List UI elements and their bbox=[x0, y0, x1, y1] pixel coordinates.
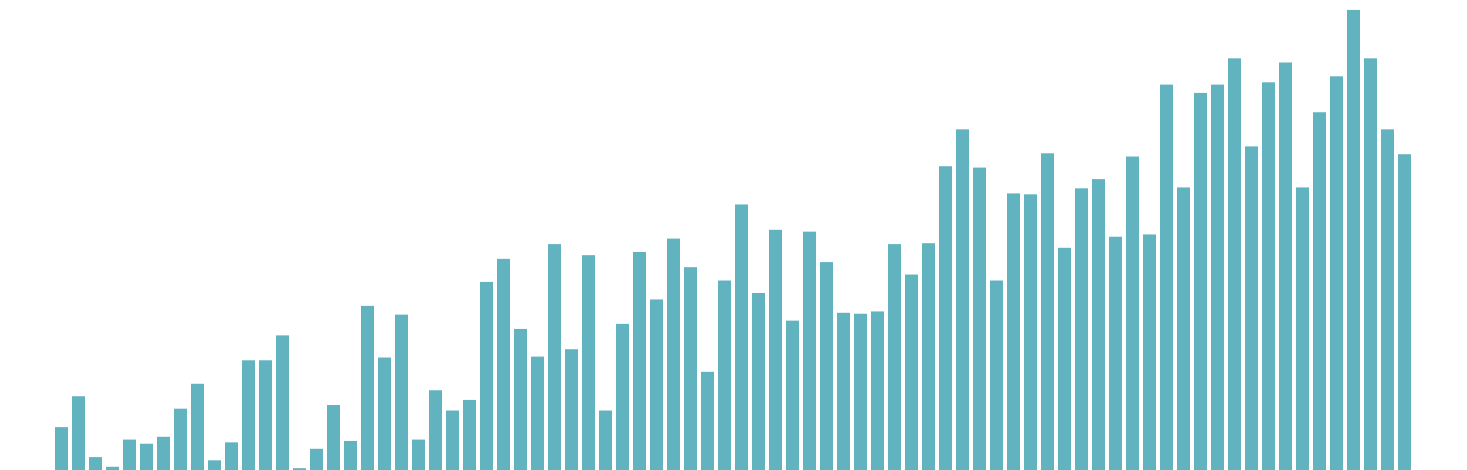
bar-37 bbox=[667, 238, 680, 470]
bar-72 bbox=[1262, 82, 1275, 470]
bar-3 bbox=[89, 457, 102, 470]
bar-21 bbox=[395, 314, 408, 470]
bar-79 bbox=[1381, 129, 1394, 470]
bar-1 bbox=[55, 427, 68, 470]
bar-33 bbox=[599, 410, 612, 470]
bar-12 bbox=[242, 360, 255, 470]
bar-9 bbox=[191, 383, 204, 470]
bar-15 bbox=[293, 468, 306, 470]
bar-52 bbox=[922, 243, 935, 470]
bar-40 bbox=[718, 280, 731, 470]
bar-42 bbox=[752, 292, 765, 470]
bar-53 bbox=[939, 166, 952, 470]
bar-80 bbox=[1398, 154, 1411, 470]
bar-8 bbox=[174, 408, 187, 470]
bar-24 bbox=[446, 410, 459, 470]
bar-62 bbox=[1092, 179, 1105, 470]
bar-71 bbox=[1245, 146, 1258, 470]
bar-34 bbox=[616, 323, 629, 470]
bar-4 bbox=[106, 466, 119, 470]
bar-20 bbox=[378, 357, 391, 470]
bar-58 bbox=[1024, 194, 1037, 470]
bar-54 bbox=[956, 129, 969, 470]
bar-30 bbox=[548, 244, 561, 470]
bar-45 bbox=[803, 231, 816, 470]
bar-26 bbox=[480, 281, 493, 470]
bars-group bbox=[55, 9, 1411, 470]
bar-16 bbox=[310, 448, 323, 470]
bar-14 bbox=[276, 335, 289, 470]
bar-49 bbox=[871, 311, 884, 470]
bar-74 bbox=[1296, 187, 1309, 470]
bar-43 bbox=[769, 229, 782, 470]
bar-57 bbox=[1007, 193, 1020, 470]
bar-5 bbox=[123, 439, 136, 470]
bar-75 bbox=[1313, 112, 1326, 470]
bar-68 bbox=[1194, 92, 1207, 470]
bar-41 bbox=[735, 204, 748, 470]
bar-18 bbox=[344, 440, 357, 470]
bar-39 bbox=[701, 371, 714, 470]
bar-60 bbox=[1058, 247, 1071, 470]
bar-2 bbox=[72, 396, 85, 470]
bar-31 bbox=[565, 349, 578, 470]
bar-51 bbox=[905, 274, 918, 470]
bar-22 bbox=[412, 439, 425, 470]
bar-13 bbox=[259, 360, 272, 470]
bar-77 bbox=[1347, 9, 1360, 470]
bar-38 bbox=[684, 267, 697, 470]
bar-19 bbox=[361, 305, 374, 470]
bar-6 bbox=[140, 443, 153, 470]
bar-76 bbox=[1330, 76, 1343, 470]
bar-23 bbox=[429, 390, 442, 470]
bar-69 bbox=[1211, 84, 1224, 470]
bar-67 bbox=[1177, 187, 1190, 470]
bar-64 bbox=[1126, 156, 1139, 470]
bar-55 bbox=[973, 167, 986, 470]
bar-48 bbox=[854, 313, 867, 470]
bar-17 bbox=[327, 405, 340, 470]
bar-70 bbox=[1228, 58, 1241, 470]
bar-25 bbox=[463, 399, 476, 470]
bar-61 bbox=[1075, 188, 1088, 470]
bar-59 bbox=[1041, 153, 1054, 470]
bar-78 bbox=[1364, 58, 1377, 470]
bar-28 bbox=[514, 328, 527, 470]
bar-65 bbox=[1143, 234, 1156, 470]
bar-66 bbox=[1160, 84, 1173, 470]
bar-50 bbox=[888, 244, 901, 470]
bar-46 bbox=[820, 262, 833, 470]
bar-36 bbox=[650, 299, 663, 470]
bar-73 bbox=[1279, 62, 1292, 470]
bar-32 bbox=[582, 255, 595, 470]
bar-63 bbox=[1109, 236, 1122, 470]
bar-29 bbox=[531, 356, 544, 470]
bar-35 bbox=[633, 251, 646, 470]
bar-47 bbox=[837, 312, 850, 470]
bar-56 bbox=[990, 280, 1003, 470]
bar-7 bbox=[157, 436, 170, 470]
bar-10 bbox=[208, 460, 221, 470]
bar-11 bbox=[225, 442, 238, 470]
bar-44 bbox=[786, 320, 799, 470]
bar-27 bbox=[497, 258, 510, 470]
